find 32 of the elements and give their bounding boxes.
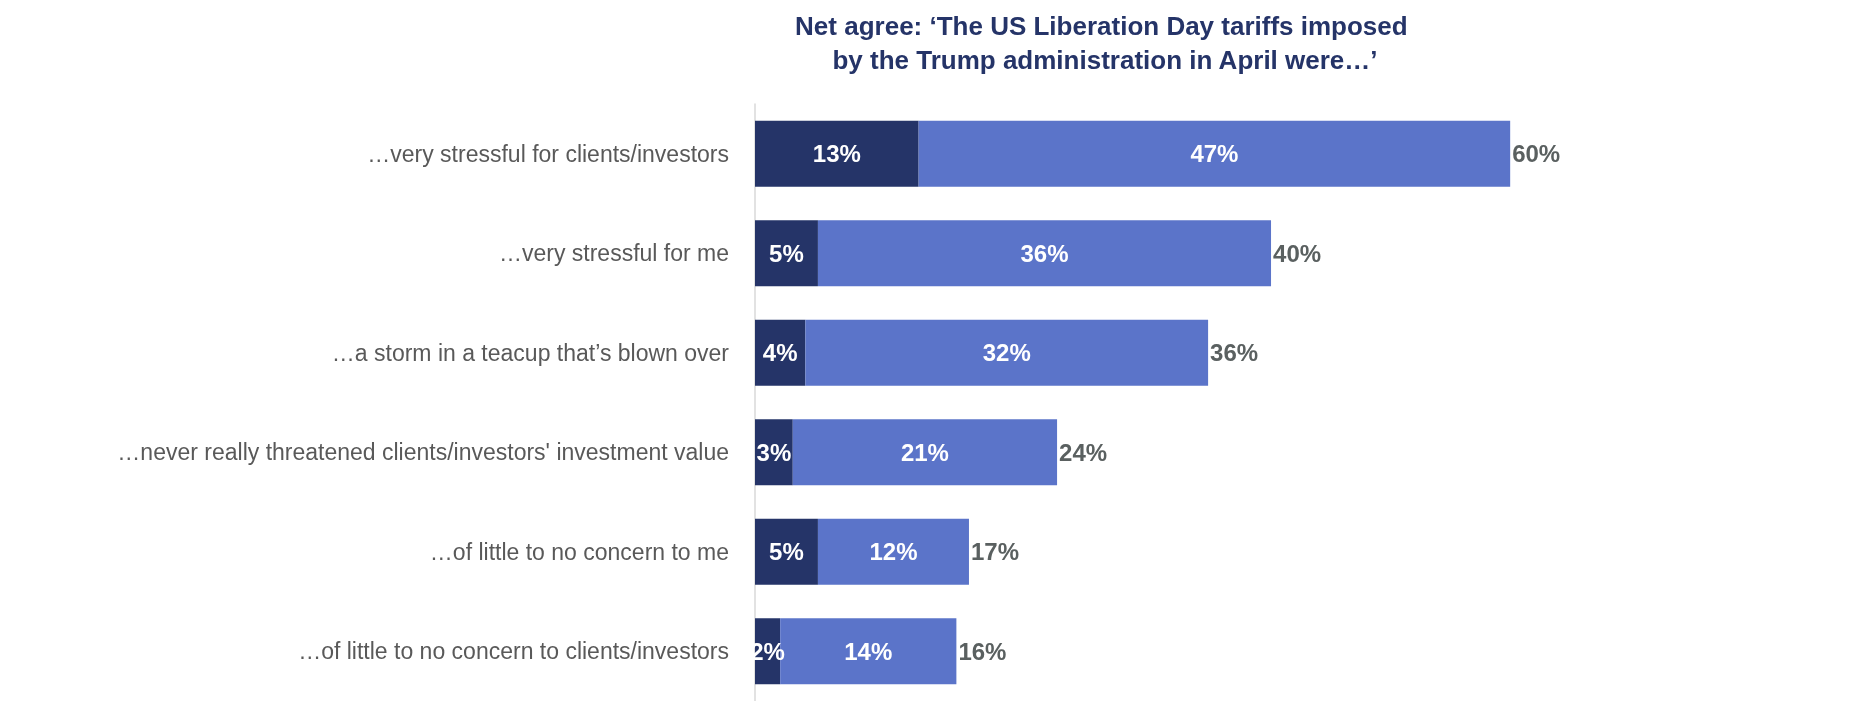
data-label: 3% [756, 438, 792, 466]
data-label: 12% [869, 538, 918, 566]
bar [755, 518, 818, 585]
data-label: 36% [1020, 239, 1069, 267]
total-label: 16% [958, 637, 1007, 665]
data-label: 47% [1190, 140, 1239, 168]
bar [755, 220, 818, 287]
total-label: 24% [1059, 438, 1108, 466]
total-label: 17% [970, 538, 1020, 566]
bar [755, 120, 919, 187]
data-label: 21% [900, 438, 949, 466]
bar [918, 120, 1511, 187]
data-label: 5% [769, 538, 804, 566]
data-label: 14% [844, 637, 893, 665]
data-label: 32% [982, 339, 1031, 367]
bar [817, 518, 969, 585]
y-tick-label: …a storm in a teacup that’s blown over [331, 339, 730, 366]
y-tick-label: …very stressful for clients/investors [367, 140, 729, 167]
bar [805, 319, 1209, 386]
total-label: 60% [1512, 140, 1561, 168]
total-label: 40% [1273, 239, 1322, 267]
data-label: 4% [762, 339, 798, 367]
y-tick-label: …very stressful for me [498, 240, 729, 267]
y-tick-label: …of little to no concern to me [429, 538, 729, 565]
chart-title: Net agree: ‘The US Liberation Day tariffs imposed by the Trump administration in April were…’ [795, 11, 1415, 75]
y-tick-label: …never really threatened clients/investors' investment value [117, 439, 729, 466]
total-label: 36% [1210, 339, 1259, 367]
bar [792, 419, 1058, 486]
bar [817, 220, 1272, 287]
y-tick-label: …of little to no concern to clients/investors [298, 638, 729, 665]
data-label: 5% [769, 239, 804, 267]
data-label: 13% [812, 140, 861, 168]
